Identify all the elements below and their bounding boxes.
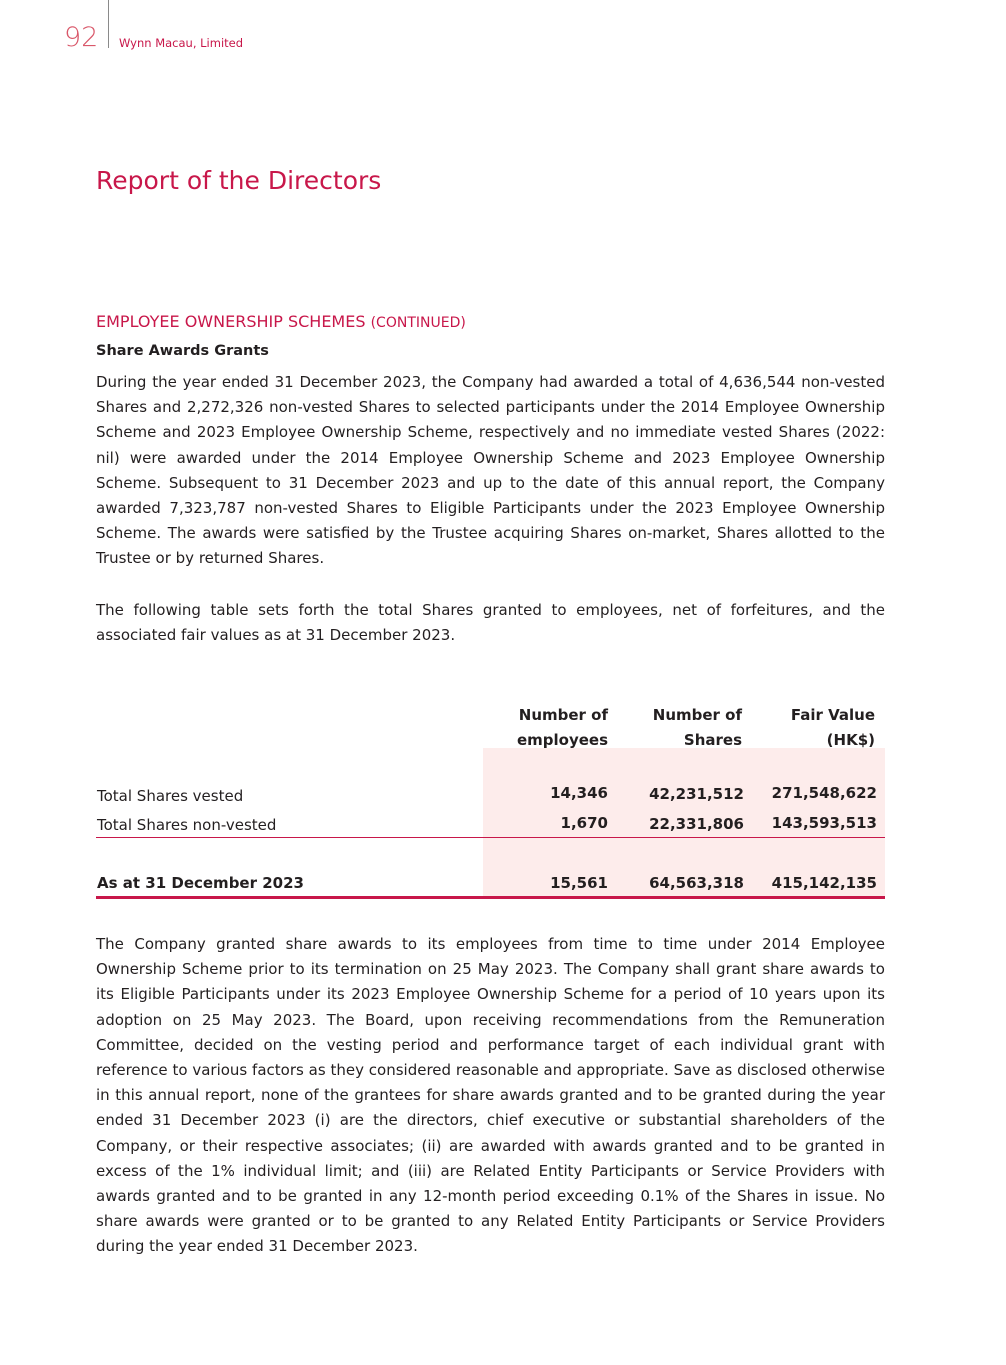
column-header-line: Fair Value — [790, 706, 875, 724]
total-employees: 15,561 — [550, 874, 608, 892]
paragraph: The Company granted share awards to its … — [96, 935, 885, 1256]
section-heading: EMPLOYEE OWNERSHIP SCHEMES (CONTINUED) — [96, 312, 466, 331]
company-name: Wynn Macau, Limited — [119, 36, 244, 50]
cell-employees: 14,346 — [550, 784, 608, 802]
column-header-line: Number of — [652, 706, 742, 724]
column-header-employees: Number of employees — [517, 703, 608, 753]
page-number: 92 — [64, 22, 99, 53]
total-label: As at 31 December 2023 — [97, 874, 304, 892]
column-header-line: (HK$) — [826, 731, 875, 749]
cell-fair-value: 143,593,513 — [771, 814, 877, 832]
row-label: Total Shares vested — [97, 787, 244, 805]
column-header-line: Number of — [518, 706, 608, 724]
subheading: Share Awards Grants — [96, 343, 269, 359]
section-heading-text: EMPLOYEE OWNERSHIP SCHEMES — [96, 312, 366, 331]
table-total-rule — [96, 896, 885, 899]
paragraph: During the year ended 31 December 2023, … — [96, 373, 885, 568]
column-header-shares: Number of Shares — [653, 703, 742, 753]
total-fair-value: 415,142,135 — [771, 874, 877, 892]
cell-fair-value: 271,548,622 — [771, 784, 877, 802]
page-title: Report of the Directors — [96, 166, 382, 195]
table-rule — [96, 837, 885, 838]
row-label: Total Shares non-vested — [97, 816, 277, 834]
column-header-line: employees — [516, 731, 608, 749]
cell-shares: 22,331,806 — [649, 815, 744, 833]
column-header-line: Shares — [683, 731, 742, 749]
total-shares: 64,563,318 — [649, 874, 744, 892]
column-header-fair-value: Fair Value (HK$) — [791, 703, 875, 753]
section-heading-suffix: (CONTINUED) — [370, 315, 466, 331]
table-shaded-area — [483, 748, 885, 897]
paragraph: The following table sets forth the total… — [96, 601, 885, 645]
header-divider — [108, 0, 109, 48]
cell-employees: 1,670 — [560, 814, 608, 832]
cell-shares: 42,231,512 — [649, 785, 744, 803]
